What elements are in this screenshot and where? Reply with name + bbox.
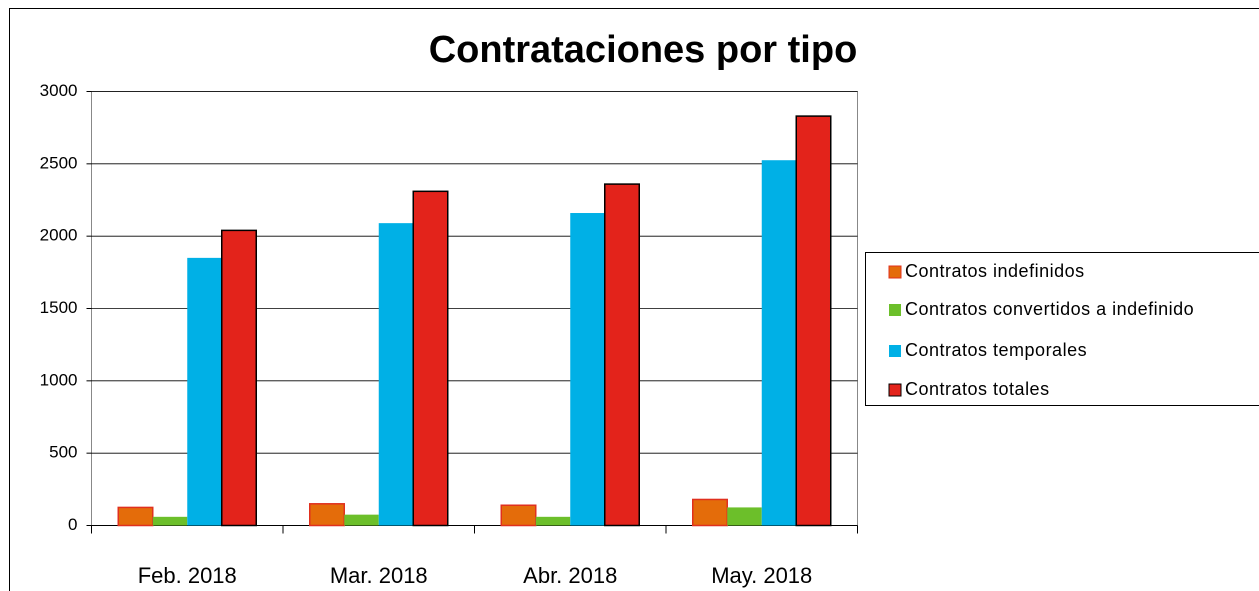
legend-swatch — [888, 383, 902, 397]
bar — [570, 213, 605, 526]
legend-label: Contratos temporales — [905, 340, 1087, 360]
legend-label: Contratos totales — [905, 379, 1050, 399]
legend-label: Contratos indefinidos — [905, 261, 1085, 281]
bar — [535, 516, 571, 526]
legend-label: Contratos convertidos a indefinido — [905, 299, 1194, 319]
legend-swatch — [889, 345, 901, 357]
bar — [412, 190, 449, 527]
bar — [795, 115, 832, 527]
y-tick-label: 0 — [68, 515, 77, 534]
y-tick-label: 3000 — [40, 81, 78, 100]
x-tick-label: Mar. 2018 — [330, 563, 428, 588]
chart-title: Contrataciones por tipo — [429, 29, 858, 71]
y-tick-label: 2000 — [40, 226, 78, 245]
bar — [117, 506, 154, 527]
bar — [221, 229, 257, 527]
bar — [604, 183, 640, 527]
x-tick-label: Abr. 2018 — [523, 563, 617, 588]
bar — [309, 503, 345, 527]
bar — [727, 507, 762, 526]
bar — [152, 516, 188, 526]
bar — [187, 257, 222, 526]
bar — [500, 504, 537, 527]
y-tick-label: 2500 — [40, 153, 78, 172]
legend-swatch — [889, 304, 901, 316]
y-tick-label: 1000 — [40, 370, 78, 389]
y-tick-label: 500 — [49, 443, 77, 462]
legend-swatch — [888, 265, 902, 279]
y-tick-label: 1500 — [40, 298, 78, 317]
bar — [344, 514, 379, 526]
bar — [761, 160, 797, 526]
bar — [692, 498, 728, 527]
x-tick-label: Feb. 2018 — [138, 563, 237, 588]
legend — [865, 252, 1259, 406]
bar — [378, 223, 414, 526]
x-tick-label: May. 2018 — [711, 563, 812, 588]
